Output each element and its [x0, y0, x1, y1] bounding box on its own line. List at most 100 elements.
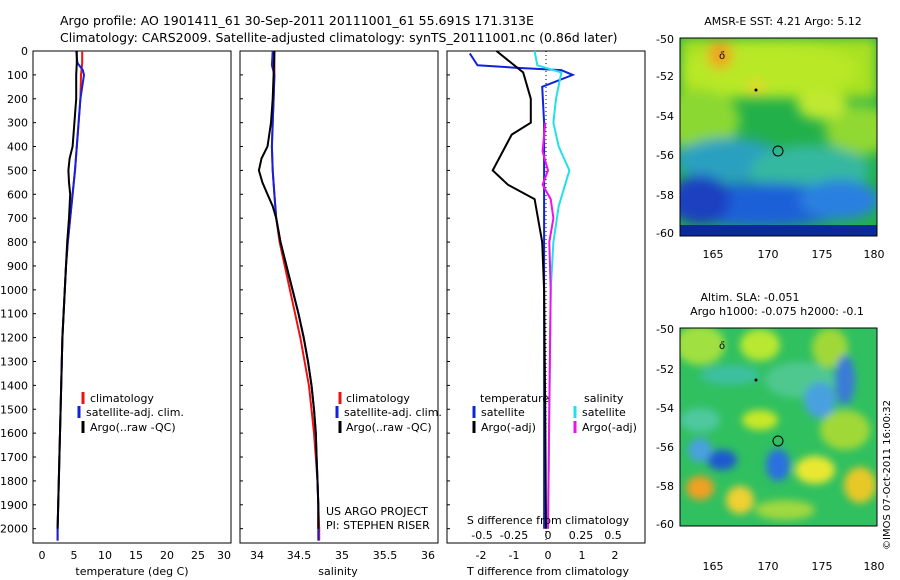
depth-axis: 0 100 200 300 400 500 600 700 800 900 1000 1100 1200…: [0, 45, 450, 536]
temp-xtick: 15: [129, 549, 143, 562]
sst-ytick: -52: [656, 70, 674, 83]
sal-xtick: 36: [421, 549, 435, 562]
sla-map-frame: [679, 327, 878, 527]
series-line-argo-raw-qc-: [257, 50, 320, 529]
legend-label: Argo(-adj): [582, 421, 637, 434]
salinity-axis-label: salinity: [318, 565, 358, 578]
depth-tick-label: 1500: [0, 403, 28, 416]
sst-map-yticks: -50 -52 -54 -56 -58 -60: [656, 33, 674, 240]
imos-credit: ©IMOS 07-Oct-2011 16:00:32: [882, 400, 893, 550]
temperature-plot: [56, 50, 86, 541]
sla-ytick: -54: [656, 402, 674, 415]
depth-tick-label: 100: [7, 69, 28, 82]
depth-tick-label: 2000: [0, 523, 28, 536]
sst-map-frame: [679, 37, 878, 237]
sst-ytick: -60: [656, 227, 674, 240]
header-line-1: Argo profile: AO 1901411_61 30-Sep-2011 …: [60, 13, 534, 28]
depth-tick-label: 600: [7, 188, 28, 201]
legend-label: satellite-adj. clim.: [344, 406, 442, 419]
s-diff-tick: -0.25: [500, 529, 528, 542]
legend-title-temperature: temperature: [480, 392, 549, 405]
diff-xtick: -1: [509, 549, 520, 562]
temp-xtick: 30: [217, 549, 231, 562]
s-diff-tick: -0.5: [471, 529, 492, 542]
sla-ytick: -56: [656, 441, 674, 454]
diff-series-salinity-satellite: [533, 50, 571, 529]
sst-profile-marker: [772, 145, 784, 157]
temperature-xticks: 0 5 10 15 20 25 30: [39, 549, 232, 562]
temp-xtick: 10: [98, 549, 112, 562]
s-diff-tick: 0.25: [569, 529, 594, 542]
sla-map-title-2: Argo h1000: -0.075 h2000: -0.1: [690, 305, 864, 318]
sst-map-xticks: 165 170 175 180: [703, 248, 885, 261]
difference-axis-label: T difference from climatology: [466, 565, 629, 578]
s-diff-tick: 0: [545, 529, 552, 542]
diff-xtick: 0: [545, 549, 552, 562]
series-line-climatology: [270, 51, 321, 541]
sst-xtick: 170: [758, 248, 779, 261]
sla-xtick: 180: [864, 560, 885, 573]
sst-map: [680, 38, 877, 236]
depth-tick-label: 1200: [0, 332, 28, 345]
depth-tick-label: 800: [7, 236, 28, 249]
depth-tick-label: 700: [7, 212, 28, 225]
depth-tick-label: 1800: [0, 475, 28, 488]
sst-ytick: -50: [656, 33, 674, 46]
salinity-legend: climatology satellite-adj. clim. Argo(..…: [326, 392, 442, 532]
legend-label: satellite: [582, 406, 626, 419]
depth-tick-label: 200: [7, 93, 28, 106]
sla-float-track-marker: ő: [719, 340, 725, 352]
pi-note: PI: STEPHEN RISER: [326, 519, 430, 532]
depth-tick-label: 1400: [0, 379, 28, 392]
sla-xtick: 165: [703, 560, 724, 573]
legend-label: climatology: [346, 392, 410, 405]
difference-xticks: -2 -1 0 1 2: [476, 549, 619, 562]
sst-xtick: 165: [703, 248, 724, 261]
sla-ytick: -52: [656, 363, 674, 376]
temperature-panel-frame: [32, 50, 232, 544]
legend-label: satellite: [481, 406, 525, 419]
header-line-2: Climatology: CARS2009. Satellite-adjuste…: [60, 30, 617, 45]
salinity-plot: [257, 50, 321, 541]
sla-ytick: -50: [656, 323, 674, 336]
sla-point-marker: [754, 378, 758, 382]
sla-xtick: 170: [758, 560, 779, 573]
sla-map-xticks: 165 170 175 180: [703, 560, 885, 573]
sst-point-marker: [754, 88, 758, 92]
depth-tick-label: 1000: [0, 284, 28, 297]
series-line-satellite-adj-clim-: [270, 50, 320, 541]
sal-xtick: 34.5: [287, 549, 312, 562]
legend-label: satellite-adj. clim.: [86, 406, 184, 419]
depth-tick-label: 1700: [0, 451, 28, 464]
depth-tick-label: 900: [7, 260, 28, 273]
depth-tick-label: 1100: [0, 308, 28, 321]
legend-label: Argo(..raw -QC): [90, 421, 176, 434]
sla-profile-marker: [772, 435, 784, 447]
depth-tick-label: 300: [7, 117, 28, 130]
diff-xtick: 2: [612, 549, 619, 562]
diff-series-temperature-argo-adj-: [491, 50, 547, 529]
depth-tick-label: 1300: [0, 355, 28, 368]
difference-top-ticks: -0.5 -0.25 0 0.25 0.5: [471, 529, 621, 542]
sst-float-track-marker: ő: [719, 50, 725, 62]
temp-xtick: 5: [71, 549, 78, 562]
depth-tick-label: 500: [7, 164, 28, 177]
sla-ytick: -60: [656, 518, 674, 531]
diff-series-temperature-satellite: [468, 52, 576, 529]
legend-label: Argo(..raw -QC): [346, 421, 432, 434]
depth-tick-label: 400: [7, 141, 28, 154]
project-note: US ARGO PROJECT: [326, 505, 428, 518]
legend-label: Argo(-adj): [481, 421, 536, 434]
sst-map-title: AMSR-E SST: 4.21 Argo: 5.12: [704, 15, 862, 28]
sst-xtick: 180: [864, 248, 885, 261]
temp-xtick: 20: [160, 549, 174, 562]
series-line-satellite-adj-clim-: [56, 50, 86, 541]
sla-ytick: -58: [656, 480, 674, 493]
sst-ytick: -56: [656, 149, 674, 162]
salinity-xticks: 34 34.5 35 35.5 36: [250, 549, 435, 562]
series-line-argo-raw-qc-: [56, 51, 78, 529]
sla-map: [680, 328, 877, 526]
temperature-legend: climatology satellite-adj. clim. Argo(..…: [77, 392, 184, 434]
sal-xtick: 35.5: [373, 549, 398, 562]
